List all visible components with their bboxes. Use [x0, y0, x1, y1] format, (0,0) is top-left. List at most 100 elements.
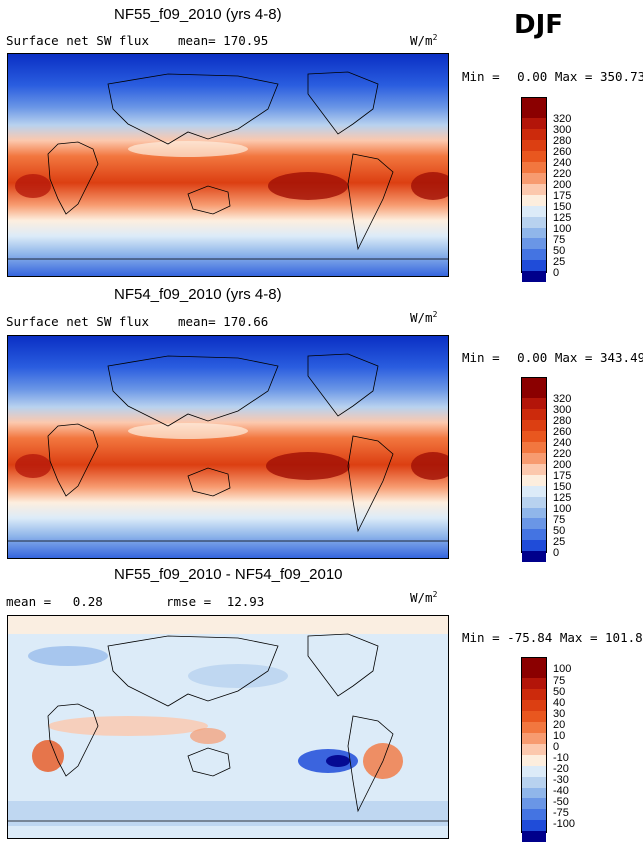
panel-1-colorbar-label: 320	[553, 113, 572, 125]
panel-3-mean-value: 0.28	[72, 594, 103, 609]
panel-3-colorbar-label: 30	[553, 708, 566, 720]
panel-1-min-value: 0.00	[517, 69, 548, 84]
panel-3-units-text: W/m	[410, 590, 433, 606]
panel-1-colorbar-label: 200	[553, 179, 572, 191]
panel-1-colorbar-swatch	[522, 194, 546, 206]
panel-1-mean-label: mean=	[178, 33, 216, 48]
panel-2-colorbar-label: 300	[553, 404, 572, 416]
panel-1-map-svg	[8, 54, 448, 276]
panel-3-colorbar-label: -10	[553, 752, 569, 764]
panel-1-colorbar	[521, 97, 547, 283]
panel-1-field-label: Surface net SW flux	[6, 33, 149, 48]
panel-2-colorbar-label: 260	[553, 426, 572, 438]
panel-3-min-value: -75.84	[507, 630, 553, 645]
panel-2-colorbar-swatch	[522, 529, 546, 541]
panel-2-units: W/m2	[410, 310, 437, 325]
panel-3-mean: mean = 0.28	[6, 594, 103, 609]
panel-2-colorbar-swatch	[522, 518, 546, 530]
panel-1-colorbar-swatch	[522, 260, 546, 272]
panel-3-colorbar-swatch	[522, 721, 546, 733]
panel-3-colorbar-swatch	[522, 776, 546, 788]
panel-2-mean: mean= 170.66	[178, 314, 268, 329]
panel-3-colorbar-swatch	[522, 787, 546, 799]
panel-1-title: NF55_f09_2010 (yrs 4-8)	[114, 6, 282, 23]
panel-3-min-label: Min =	[462, 630, 500, 645]
panel-3-colorbar-swatch	[522, 699, 546, 711]
panel-3-colorbar-swatch	[522, 658, 546, 678]
panel-3-colorbar-label: -20	[553, 763, 569, 775]
panel-1-colorbar-label: 220	[553, 168, 572, 180]
panel-3-colorbar	[521, 657, 547, 842]
panel-3-colorbar-swatch	[522, 765, 546, 777]
panel-1-colorbar-label: 125	[553, 212, 572, 224]
panel-2-field-label: Surface net SW flux	[6, 314, 149, 329]
panel-3-colorbar-swatch	[522, 831, 546, 842]
panel-1-colorbar-swatch	[522, 118, 546, 129]
panel-3-colorbar-label: 50	[553, 686, 566, 698]
panel-2-colorbar-swatch	[522, 474, 546, 486]
panel-1-colorbar-label: 0	[553, 267, 560, 279]
panel-3-colorbar-swatch	[522, 678, 546, 689]
panel-3-colorbar-label: 10	[553, 730, 566, 742]
panel-1-colorbar-swatch	[522, 98, 546, 118]
panel-2-min-label: Min =	[462, 350, 500, 365]
panel-3-colorbar-swatch	[522, 820, 546, 832]
panel-3-rmse-value: 12.93	[226, 594, 265, 609]
panel-2-colorbar-swatch	[522, 551, 546, 563]
panel-1-colorbar-swatch	[522, 183, 546, 195]
panel-3-units: W/m2	[410, 590, 437, 605]
panel-1-colorbar-label: 240	[553, 157, 572, 169]
panel-1-colorbar-swatch	[522, 172, 546, 184]
panel-3-colorbar-swatch	[522, 743, 546, 755]
panel-3-minmax: Min = -75.84 Max = 101.83	[462, 630, 643, 645]
panel-3-units-sup: 2	[432, 590, 438, 599]
panel-2-colorbar-label: 25	[553, 536, 566, 548]
panel-1-minmax: Min = 0.00 Max = 350.73	[462, 69, 643, 84]
panel-2-colorbar-swatch	[522, 408, 546, 420]
panel-2-colorbar-swatch	[522, 452, 546, 464]
panel-3-colorbar-swatch	[522, 688, 546, 700]
panel-3-rmse: rmse = 12.93	[166, 594, 264, 609]
panel-1-colorbar-label: 300	[553, 124, 572, 136]
panel-1-colorbar-label: 175	[553, 190, 572, 202]
panel-1-colorbar-swatch	[522, 161, 546, 173]
panel-1-min-label: Min =	[462, 69, 500, 84]
panel-1-colorbar-label: 75	[553, 234, 566, 246]
panel-3-colorbar-swatch	[522, 732, 546, 744]
panel-3-colorbar-label: 20	[553, 719, 566, 731]
panel-3-mean-label: mean =	[6, 594, 52, 609]
panel-2-units-sup: 2	[432, 310, 438, 319]
panel-1-colorbar-swatch	[522, 205, 546, 217]
panel-3-max-value: 101.83	[605, 630, 643, 645]
panel-1-mean: mean= 170.95	[178, 33, 268, 48]
panel-2-minmax: Min = 0.00 Max = 343.49	[462, 350, 643, 365]
panel-1-units-sup: 2	[432, 33, 438, 42]
panel-2-colorbar-label: 150	[553, 481, 572, 493]
panel-2-mean-label: mean=	[178, 314, 216, 329]
panel-3-colorbar-label: 100	[553, 663, 572, 675]
panel-3-rmse-label: rmse =	[166, 594, 212, 609]
panel-1-map	[7, 53, 449, 277]
panel-1-colorbar-swatch	[522, 238, 546, 250]
panel-1-colorbar-label: 25	[553, 256, 566, 268]
panel-2-units-text: W/m	[410, 310, 433, 326]
panel-3-max-label: Max =	[559, 630, 598, 645]
panel-1-units: W/m2	[410, 33, 437, 48]
panel-2-colorbar-label: 200	[553, 459, 572, 471]
panel-2-colorbar-label: 240	[553, 437, 572, 449]
panel-1-colorbar-swatch	[522, 249, 546, 261]
panel-2-title: NF54_f09_2010 (yrs 4-8)	[114, 286, 282, 303]
panel-2-colorbar-swatch	[522, 485, 546, 497]
panel-3-colorbar-swatch	[522, 710, 546, 722]
panel-2-max-label: Max =	[554, 350, 593, 365]
panel-2-colorbar-swatch	[522, 441, 546, 453]
panel-2-colorbar-label: 0	[553, 547, 560, 559]
panel-2-colorbar-label: 75	[553, 514, 566, 526]
panel-2-map-svg	[8, 336, 448, 558]
panel-1-colorbar-swatch	[522, 139, 546, 151]
panel-3-colorbar-swatch	[522, 754, 546, 766]
panel-1-units-text: W/m	[410, 33, 433, 49]
panel-1-colorbar-label: 50	[553, 245, 566, 257]
panel-3-colorbar-label: 40	[553, 697, 566, 709]
panel-3-map	[7, 615, 449, 839]
